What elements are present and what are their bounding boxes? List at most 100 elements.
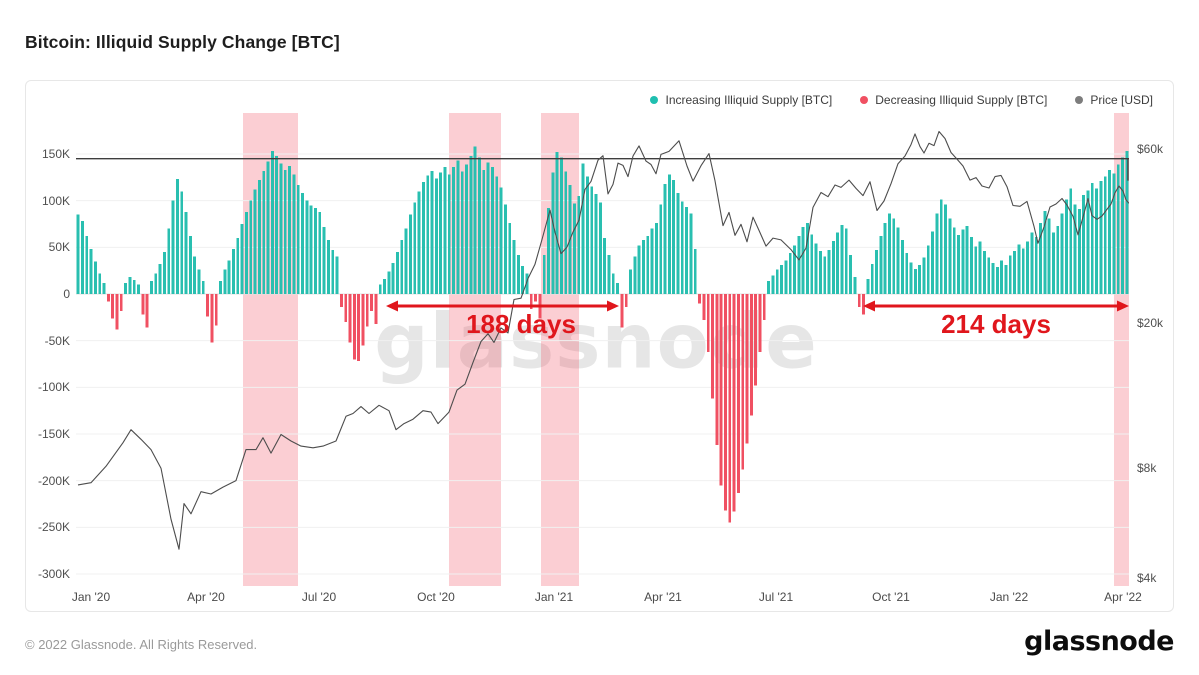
- increasing-supply-bar: [1026, 241, 1029, 294]
- increasing-supply-bar: [896, 227, 900, 294]
- increasing-supply-bar: [1043, 210, 1047, 294]
- increasing-supply-bar: [944, 204, 947, 294]
- increasing-supply-bar: [939, 199, 943, 294]
- increasing-supply-bar: [663, 183, 667, 294]
- decreasing-supply-bar: [352, 294, 356, 360]
- increasing-supply-bar: [888, 213, 891, 294]
- increasing-supply-bar: [771, 275, 775, 294]
- increasing-supply-bar: [460, 171, 464, 294]
- increasing-supply-bar: [158, 264, 162, 294]
- increasing-supply-bar: [913, 268, 917, 294]
- increasing-supply-bar: [806, 223, 809, 294]
- annotation-arrow: [386, 300, 619, 312]
- increasing-supply-bar: [236, 238, 240, 294]
- glassnode-logo: glassnode: [1024, 626, 1174, 657]
- chart-canvas[interactable]: [76, 113, 1129, 586]
- increasing-supply-bar: [685, 207, 689, 294]
- increasing-supply-bar: [426, 175, 430, 294]
- increasing-supply-bar: [288, 166, 292, 294]
- increasing-supply-bar: [1125, 151, 1129, 294]
- legend-item-increasing[interactable]: Increasing Illiquid Supply [BTC]: [650, 93, 832, 107]
- increasing-supply-bar: [257, 180, 261, 294]
- increasing-supply-bar: [965, 225, 969, 294]
- increasing-supply-bar: [974, 246, 978, 294]
- increasing-supply-bar: [404, 228, 408, 294]
- decreasing-supply-bar: [862, 294, 865, 315]
- increasing-supply-bar: [227, 260, 231, 294]
- increasing-supply-bar: [555, 152, 559, 294]
- decreasing-supply-bar: [857, 294, 861, 308]
- increasing-supply-bar: [970, 237, 973, 294]
- increasing-supply-bar: [547, 208, 550, 294]
- x-axis-tick: Jan '20: [71, 590, 111, 604]
- decreasing-supply-bar: [749, 294, 753, 416]
- increasing-supply-bar: [292, 174, 296, 294]
- decreasing-supply-bar: [106, 294, 110, 302]
- increasing-supply-bar: [603, 238, 607, 294]
- increasing-supply-bar: [585, 176, 589, 294]
- increasing-supply-bar: [318, 211, 322, 294]
- increasing-supply-bar: [439, 172, 443, 294]
- increasing-supply-bar: [421, 182, 425, 294]
- increasing-supply-bar: [1103, 176, 1107, 294]
- annotation-arrow: [863, 300, 1129, 312]
- increasing-supply-bar: [296, 184, 300, 294]
- increasing-supply-bar: [378, 284, 382, 294]
- legend-label: Price [USD]: [1090, 93, 1153, 107]
- price-series-dot-icon: [1075, 96, 1084, 104]
- increasing-supply-bar: [551, 172, 555, 294]
- decreasing-supply-bar: [214, 294, 218, 326]
- copyright-text: © 2022 Glassnode. All Rights Reserved.: [25, 637, 258, 652]
- increasing-supply-bar: [1077, 209, 1081, 294]
- increasing-supply-bar: [478, 157, 481, 294]
- increasing-supply-bar: [987, 257, 991, 294]
- increasing-supply-bar: [560, 157, 563, 294]
- decreasing-supply-bar: [206, 294, 210, 317]
- increasing-supply-bar: [788, 252, 792, 294]
- increasing-supply-bar: [659, 204, 663, 294]
- y-axis-tick-left: -200K: [37, 473, 70, 488]
- increasing-supply-bar: [521, 266, 525, 294]
- annotation-188-days: 188 days: [466, 309, 576, 339]
- y-axis-tick-left: 0: [63, 287, 70, 301]
- increasing-supply-bar: [840, 224, 844, 294]
- decreasing-supply-bar: [762, 294, 766, 321]
- increasing-supply-bar: [137, 284, 140, 294]
- increasing-supply-bar: [188, 236, 192, 294]
- increasing-supply-bar: [508, 223, 512, 294]
- decreasing-supply-bar: [534, 294, 538, 302]
- increasing-supply-bar: [89, 249, 93, 294]
- decreasing-supply-bar: [732, 294, 736, 512]
- decreasing-supply-bar: [348, 294, 352, 343]
- increasing-supply-bar: [443, 167, 447, 294]
- decreasing-supply-bar: [698, 294, 702, 304]
- increasing-supply-bar: [948, 218, 952, 294]
- legend-item-decreasing[interactable]: Decreasing Illiquid Supply [BTC]: [860, 93, 1047, 107]
- increasing-supply-bar: [577, 196, 581, 294]
- increasing-supply-bar: [275, 155, 279, 294]
- increasing-supply-bar: [646, 236, 650, 294]
- increasing-supply-bar: [305, 200, 309, 294]
- increasing-supply-bar: [387, 271, 391, 294]
- increasing-supply-bar: [335, 256, 339, 294]
- decreasing-supply-bar: [529, 294, 533, 309]
- increasing-supply-bar: [642, 239, 645, 294]
- increasing-supply-bar: [797, 236, 801, 294]
- y-axis-tick-left: 100K: [41, 193, 70, 208]
- decreasing-supply-bar: [754, 294, 758, 386]
- increasing-supply-bar: [180, 191, 184, 294]
- increasing-supply-bar: [667, 174, 671, 294]
- increasing-supply-bar: [801, 226, 805, 294]
- increasing-supply-bar: [128, 277, 132, 294]
- increasing-supply-bar: [849, 254, 853, 294]
- decreasing-supply-bar: [365, 294, 369, 327]
- increasing-supply-bar: [175, 179, 179, 294]
- y-axis-tick-left: -150K: [37, 427, 70, 441]
- legend-item-price[interactable]: Price [USD]: [1075, 93, 1153, 107]
- increasing-supply-bar: [844, 228, 848, 294]
- increasing-supply-bar: [1034, 237, 1038, 294]
- decreasing-supply-bar: [758, 294, 762, 352]
- increasing-supply-bar: [775, 269, 779, 294]
- increasing-supply-bar: [81, 221, 84, 294]
- increasing-supply-bar: [957, 235, 960, 294]
